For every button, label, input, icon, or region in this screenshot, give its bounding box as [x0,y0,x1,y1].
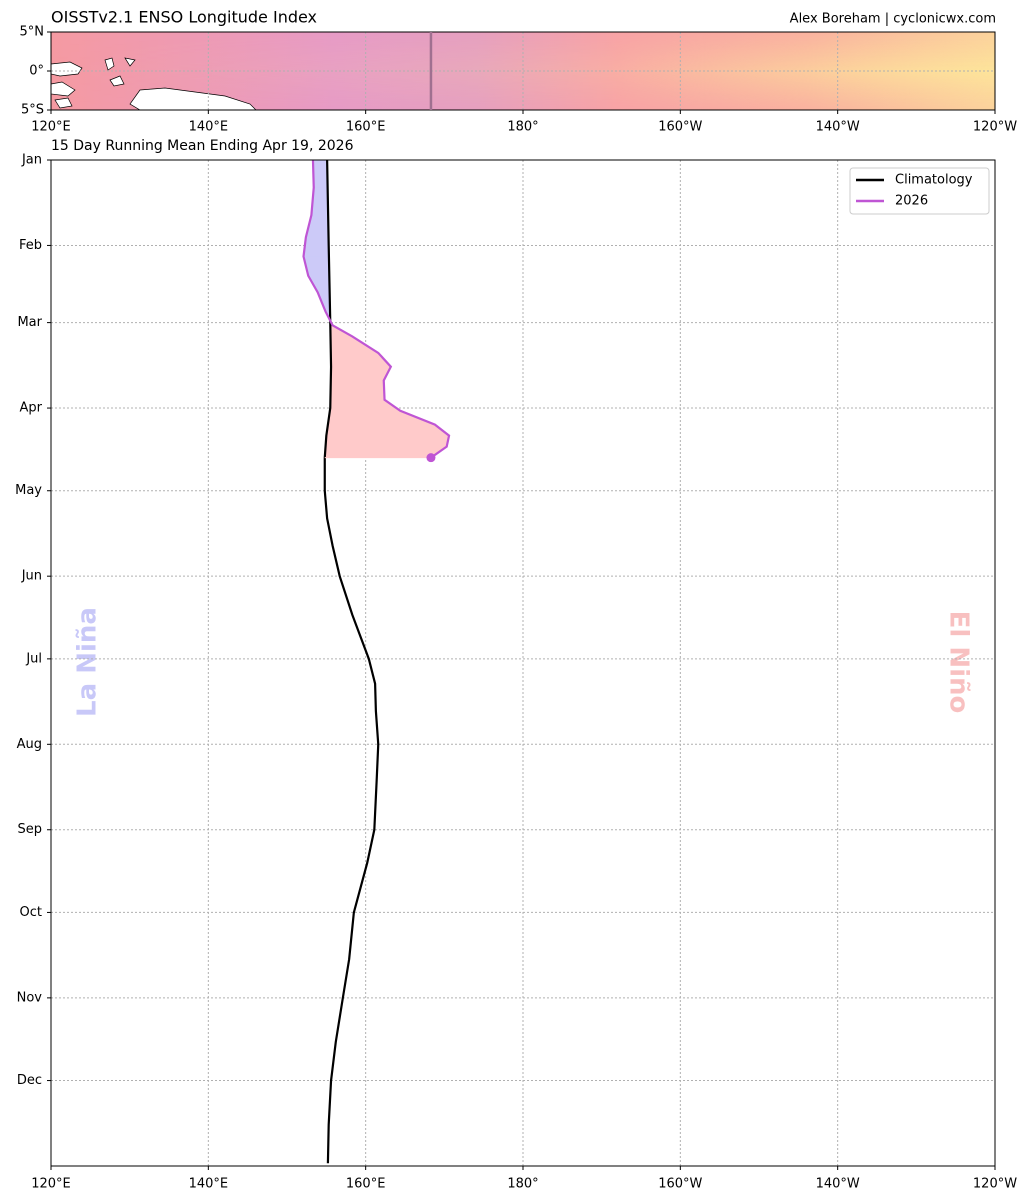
y-tick-label: Apr [20,401,43,416]
anomaly-fill [312,159,328,188]
x-tick-label: 140°E [189,1177,229,1192]
y-tick-label: 5°S [21,103,44,118]
map-frame [50,31,996,111]
legend-box [849,167,990,215]
credit: Alex Boreham | cyclonicwx.com [790,12,996,27]
anomaly-fill [330,352,392,367]
y-tick-label: Oct [20,905,42,920]
anomaly-fill [307,275,330,293]
x-tick-label: 180° [507,120,538,135]
line [323,159,380,1164]
y-tick-label: Dec [17,1073,42,1088]
chart-title: OISSTv2.1 ENSO Longitude Index [51,8,317,27]
x-tick-label: 180° [507,1177,538,1192]
y-tick-label: Jul [25,651,42,666]
y-tick-label: Jan [21,153,42,168]
x-tick-label: 120°W [973,1177,1017,1192]
x-tick-label: 140°W [816,120,860,135]
x-tick-label: 120°W [973,120,1017,135]
y-tick-label: Aug [17,737,42,752]
x-tick-label: 140°W [816,1177,860,1192]
y-tick-label: Jun [21,569,42,584]
end-point [426,453,436,463]
land [50,57,257,111]
y-tick-label: 0° [29,64,44,79]
anomaly-fill [303,236,330,257]
y-tick-label: 5°N [20,25,45,40]
x-tick-label: 120°E [31,120,71,135]
x-tick-label: 160°W [658,120,702,135]
x-tick-label: 160°E [346,120,386,135]
x-tick-label: 160°E [346,1177,386,1192]
la-nina-label: La Niña [73,607,103,717]
plot-frame [50,159,996,1167]
y-tick-label: Nov [17,990,43,1005]
el-nino-label: El Niño [944,611,974,714]
anomaly-fill [330,366,392,381]
anomaly-fill [329,399,402,412]
legend-label: 2026 [895,194,928,209]
x-tick-label: 160°W [658,1177,702,1192]
anomaly-fill [326,424,450,436]
legend-label: Climatology [895,173,973,188]
x-tick-label: 140°E [189,120,229,135]
x-tick-label: 120°E [31,1177,71,1192]
anomaly-fill [330,380,385,401]
y-tick-label: Sep [17,822,42,837]
y-tick-label: Feb [19,238,42,253]
anomaly-fill [325,435,450,447]
subtitle: 15 Day Running Mean Ending Apr 19, 2026 [51,138,354,154]
line [302,159,451,459]
y-tick-label: Mar [17,315,42,330]
y-tick-label: May [15,483,42,498]
